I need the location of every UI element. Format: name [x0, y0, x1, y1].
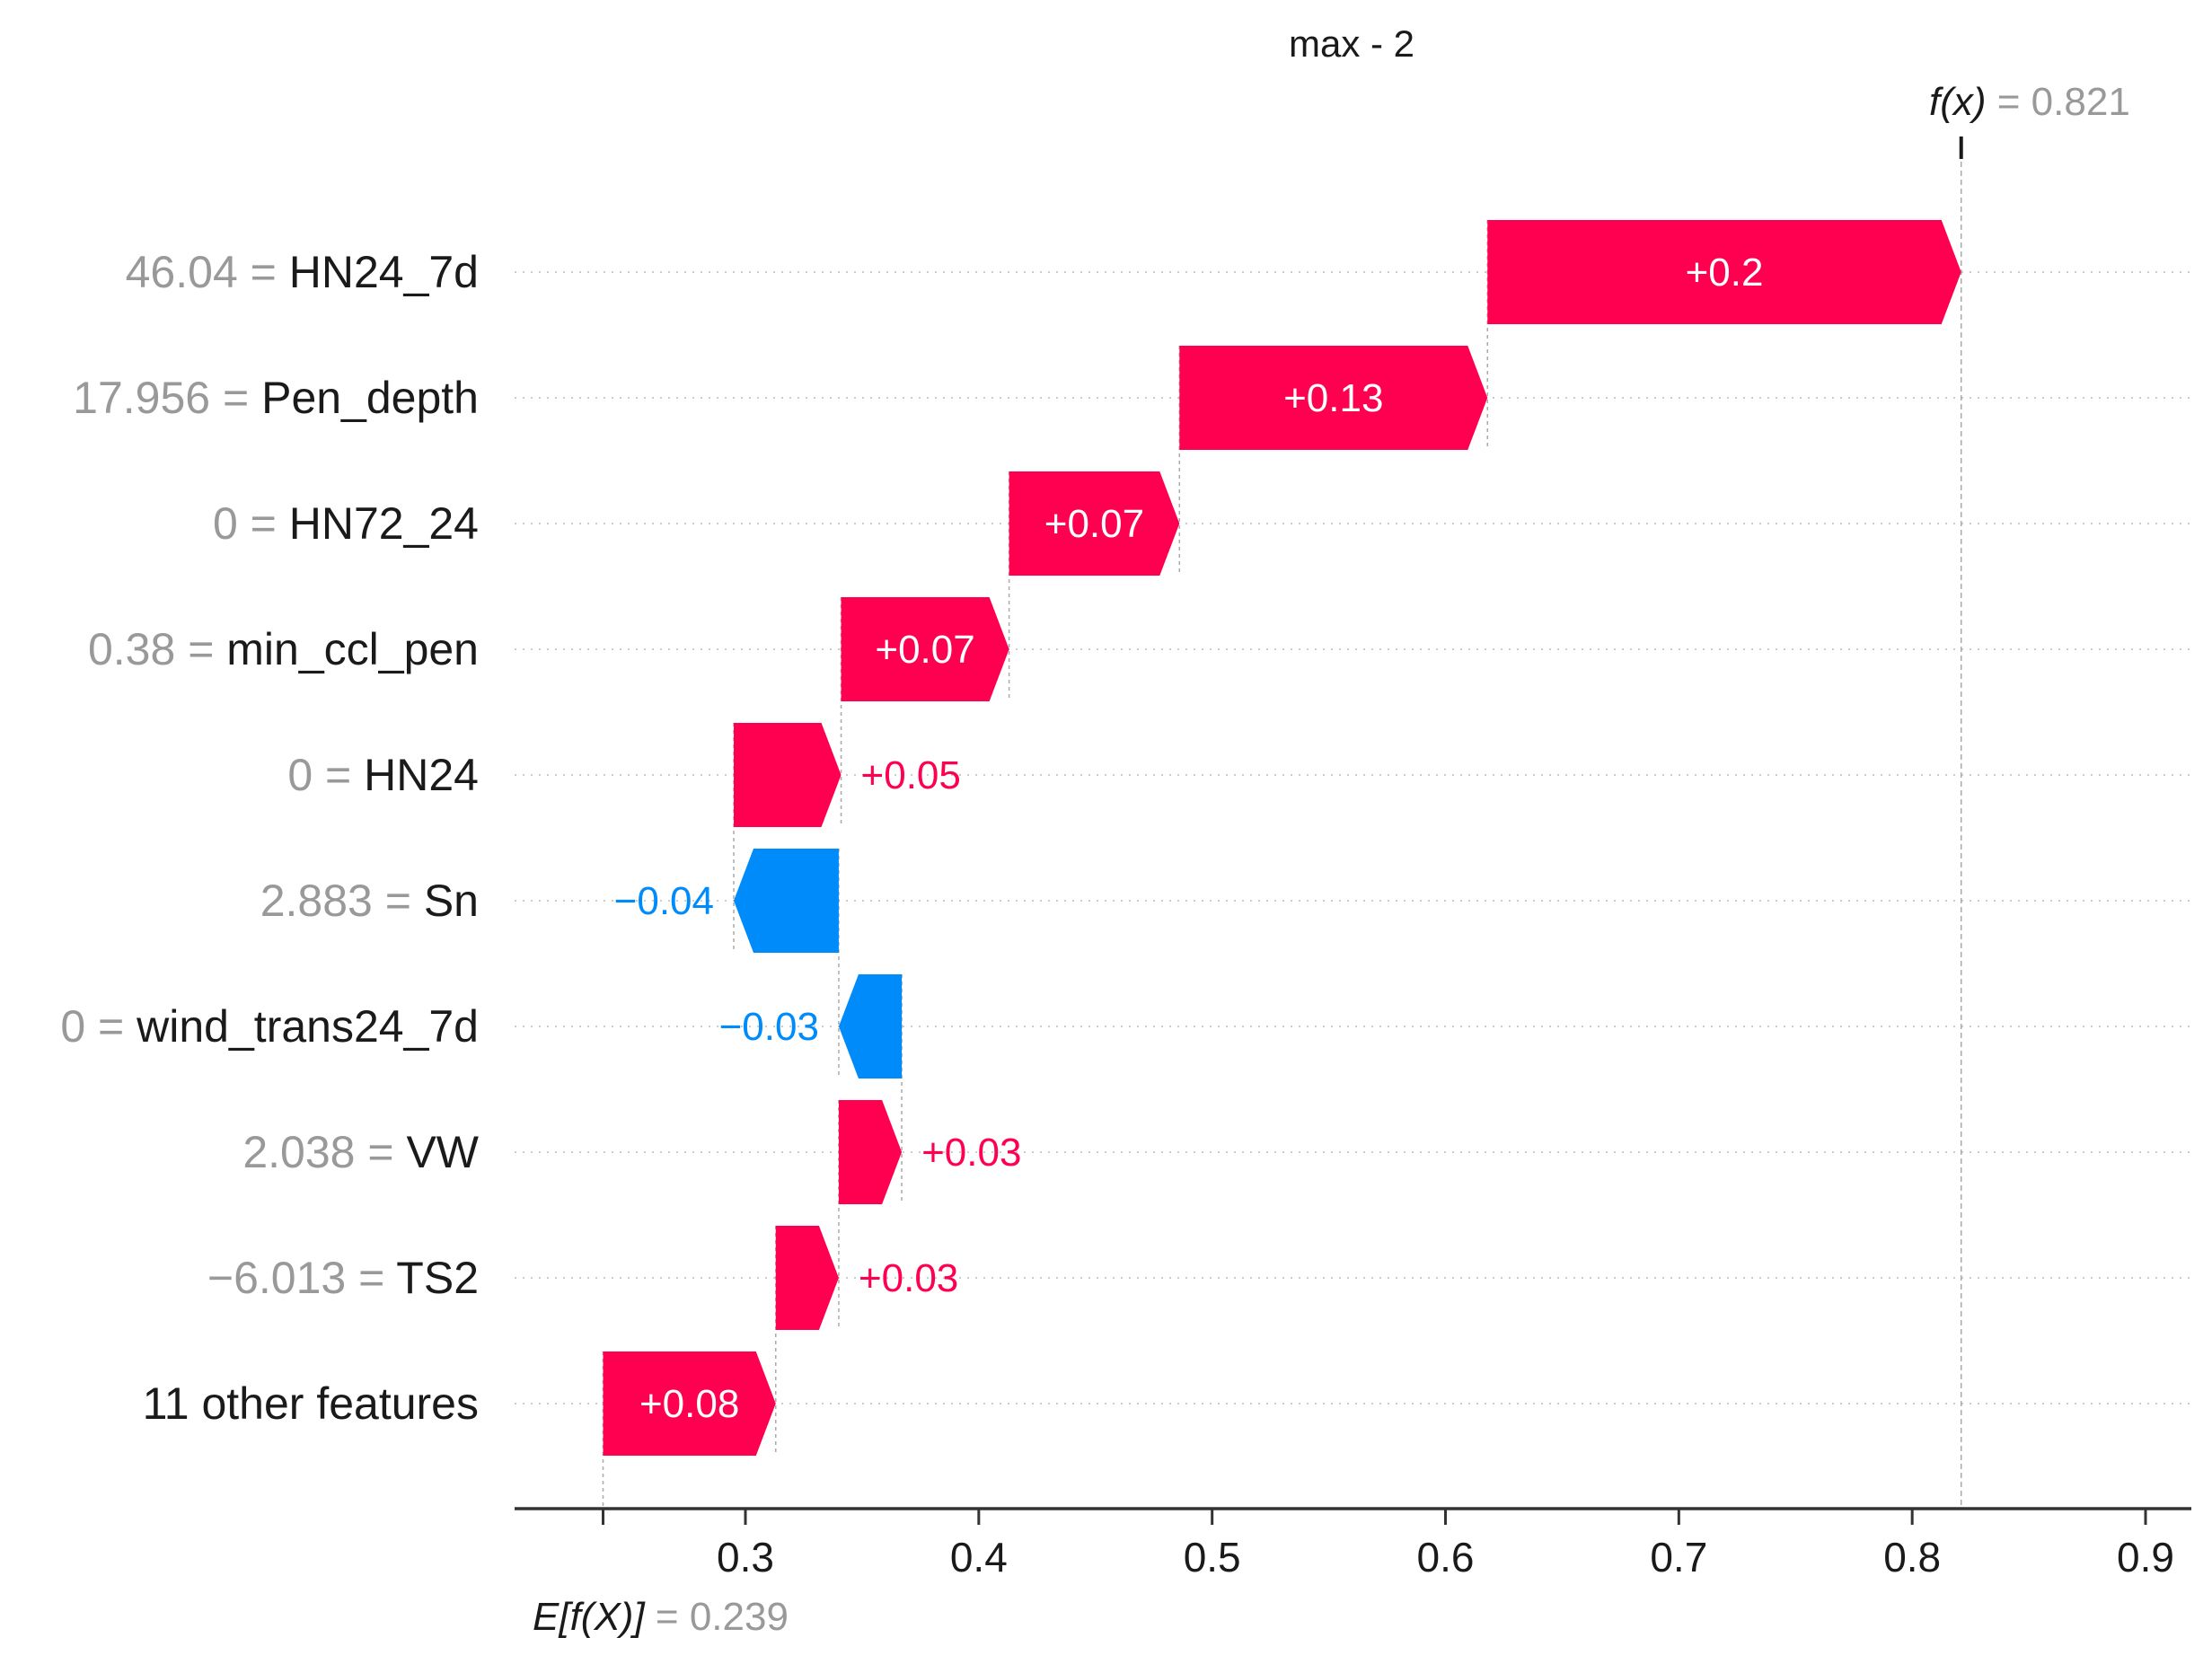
- base-value-label: E[f(X)]: [533, 1595, 646, 1639]
- bar-min-ccl-pen: [841, 597, 1009, 701]
- feature-value: 17.956 =: [73, 373, 261, 423]
- x-tick-label: 0.3: [717, 1534, 774, 1580]
- x-tick-label: 0.9: [2117, 1534, 2174, 1580]
- feature-name: Sn: [424, 876, 479, 926]
- x-tick-label: 0.6: [1417, 1534, 1475, 1580]
- feature-name: HN24: [364, 750, 479, 800]
- x-tick-label: 0.4: [950, 1534, 1008, 1580]
- feature-value: 0.38 =: [88, 624, 226, 674]
- value-annotations: +0.2 +0.13 +0.07 +0.07 +0.05 −0.04 −0.03 +0.03 +…: [533, 80, 2130, 1639]
- feature-name: wind_trans24_7d: [136, 1001, 479, 1052]
- output-value-annotation: f(x) = 0.821: [1929, 80, 2130, 124]
- bar-pen-depth: [1179, 346, 1488, 450]
- bar-hn72-24: [1009, 471, 1180, 576]
- feature-label: 11 other features: [143, 1378, 479, 1429]
- feature-name: HN24_7d: [289, 247, 479, 297]
- bar-ts2: [775, 1226, 839, 1330]
- x-tick-label: 0.7: [1650, 1534, 1707, 1580]
- feature-label: −6.013 = TS2: [207, 1253, 479, 1303]
- feature-label: 0 = HN72_24: [213, 498, 479, 549]
- contribution-label: +0.2: [1686, 251, 1764, 295]
- chart-title: max - 2: [1289, 22, 1414, 65]
- output-value-label: f(x): [1929, 80, 1987, 124]
- feature-label: 17.956 = Pen_depth: [73, 373, 479, 423]
- feature-label: 2.038 = VW: [242, 1127, 479, 1177]
- feature-label: 0.38 = min_ccl_pen: [88, 624, 479, 674]
- base-value-number: = 0.239: [645, 1595, 789, 1639]
- contribution-label: +0.05: [861, 753, 961, 797]
- bar-hn24: [734, 723, 842, 827]
- feature-name: HN72_24: [289, 498, 479, 549]
- bar-11-other-features: [603, 1351, 776, 1456]
- contribution-label: +0.07: [875, 628, 974, 672]
- bar-vw: [838, 1100, 903, 1204]
- base-value-annotation: E[f(X)] = 0.239: [533, 1595, 789, 1639]
- contribution-label: +0.03: [859, 1256, 958, 1300]
- contribution-label: +0.03: [921, 1131, 1021, 1175]
- feature-value: 46.04 =: [126, 247, 289, 297]
- contribution-bars: [603, 220, 1961, 1456]
- bar-wind-trans24-7d: [838, 974, 903, 1079]
- feature-name: TS2: [396, 1253, 479, 1303]
- feature-label: 0 = wind_trans24_7d: [60, 1001, 479, 1052]
- feature-value: 0 =: [60, 1001, 137, 1052]
- feature-label: 0 = HN24: [287, 750, 479, 800]
- contribution-label: −0.04: [614, 879, 714, 923]
- contribution-label: +0.07: [1044, 502, 1144, 546]
- feature-value: 2.038 =: [242, 1127, 406, 1177]
- feature-labels: 46.04 = HN24_7d 17.956 = Pen_depth 0 = HN7…: [60, 247, 479, 1429]
- feature-name: 11 other features: [143, 1378, 479, 1429]
- x-tick-label: 0.8: [1883, 1534, 1941, 1580]
- output-value-number: = 0.821: [1987, 80, 2130, 124]
- x-tick-label: 0.5: [1184, 1534, 1241, 1580]
- x-axis: 0.3 0.4 0.5 0.6 0.7 0.8 0.9: [515, 1507, 2191, 1580]
- bar-hn24-7d: [1487, 220, 1961, 324]
- feature-value: 0 =: [287, 750, 364, 800]
- feature-name: min_ccl_pen: [226, 624, 479, 674]
- feature-value: −6.013 =: [207, 1253, 396, 1303]
- feature-value: 2.883 =: [260, 876, 424, 926]
- contribution-label: −0.03: [719, 1005, 819, 1049]
- feature-label: 2.883 = Sn: [260, 876, 479, 926]
- bar-sn: [734, 849, 839, 953]
- contribution-label: +0.13: [1283, 376, 1383, 420]
- contribution-label: +0.08: [639, 1382, 739, 1426]
- feature-label: 46.04 = HN24_7d: [126, 247, 479, 297]
- feature-value: 0 =: [213, 498, 289, 549]
- feature-name: Pen_depth: [261, 373, 479, 423]
- feature-name: VW: [406, 1127, 479, 1177]
